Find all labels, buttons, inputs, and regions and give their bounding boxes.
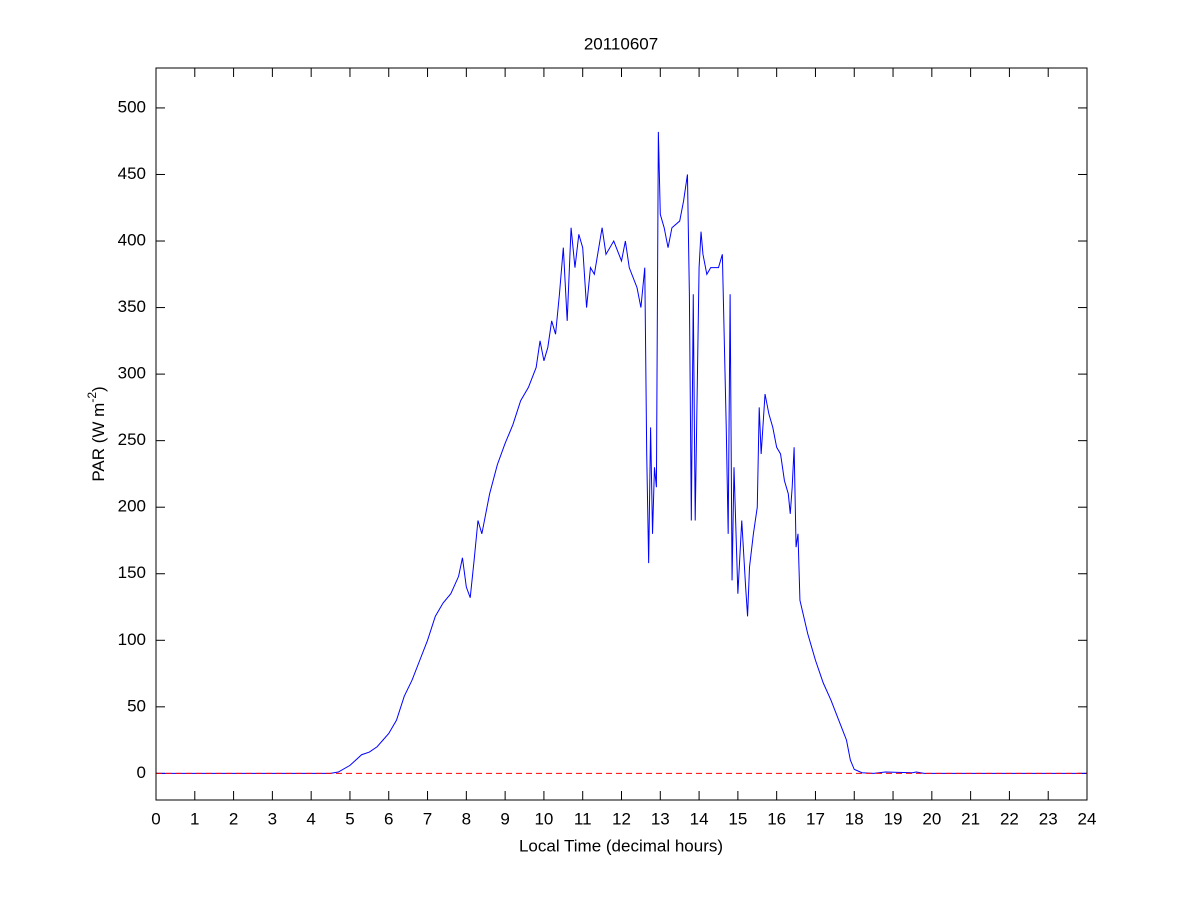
y-tick-label: 450 <box>118 164 146 183</box>
x-tick-label: 21 <box>961 809 980 828</box>
y-tick-label: 400 <box>118 231 146 250</box>
x-tick-label: 0 <box>151 809 160 828</box>
y-tick-label: 150 <box>118 563 146 582</box>
y-tick-label: 0 <box>137 763 146 782</box>
x-tick-label: 20 <box>922 809 941 828</box>
y-tick-label: 200 <box>118 497 146 516</box>
x-tick-label: 4 <box>306 809 315 828</box>
x-tick-label: 6 <box>384 809 393 828</box>
y-axis-label-text: PAR (W m <box>89 403 108 482</box>
y-tick-label: 100 <box>118 630 146 649</box>
x-tick-label: 11 <box>574 809 592 828</box>
y-tick-label: 250 <box>118 430 146 449</box>
x-axis-label: Local Time (decimal hours) <box>519 836 723 855</box>
y-tick-label: 300 <box>118 364 146 383</box>
x-tick-label: 17 <box>806 809 825 828</box>
x-tick-label: 19 <box>884 809 903 828</box>
x-tick-label: 12 <box>612 809 631 828</box>
x-tick-label: 1 <box>190 809 199 828</box>
data-line <box>156 131 1087 774</box>
x-tick-label: 14 <box>690 809 709 828</box>
x-tick-label: 22 <box>1000 809 1019 828</box>
plot-frame <box>155 67 1088 801</box>
x-tick-label: 7 <box>423 809 432 828</box>
x-tick-label: 23 <box>1039 809 1058 828</box>
y-tick-label: 350 <box>118 297 146 316</box>
y-tick-label: 500 <box>118 97 146 116</box>
x-tick-label: 2 <box>229 809 238 828</box>
y-tick-label: 50 <box>127 696 146 715</box>
x-tick-label: 15 <box>728 809 747 828</box>
x-tick-label: 3 <box>268 809 277 828</box>
x-tick-label: 16 <box>767 809 786 828</box>
x-tick-label: 9 <box>500 809 509 828</box>
y-axis-label: PAR (W m-2) <box>85 386 108 481</box>
x-tick-label: 10 <box>534 809 553 828</box>
x-tick-label: 24 <box>1078 809 1097 828</box>
x-tick-label: 8 <box>462 809 471 828</box>
x-tick-label: 18 <box>845 809 864 828</box>
chart-title: 20110607 <box>584 34 658 53</box>
x-tick-label: 5 <box>345 809 354 828</box>
x-tick-label: 13 <box>651 809 670 828</box>
y-axis-label-suffix: ) <box>89 386 108 392</box>
y-axis-label-sup: -2 <box>85 392 99 403</box>
